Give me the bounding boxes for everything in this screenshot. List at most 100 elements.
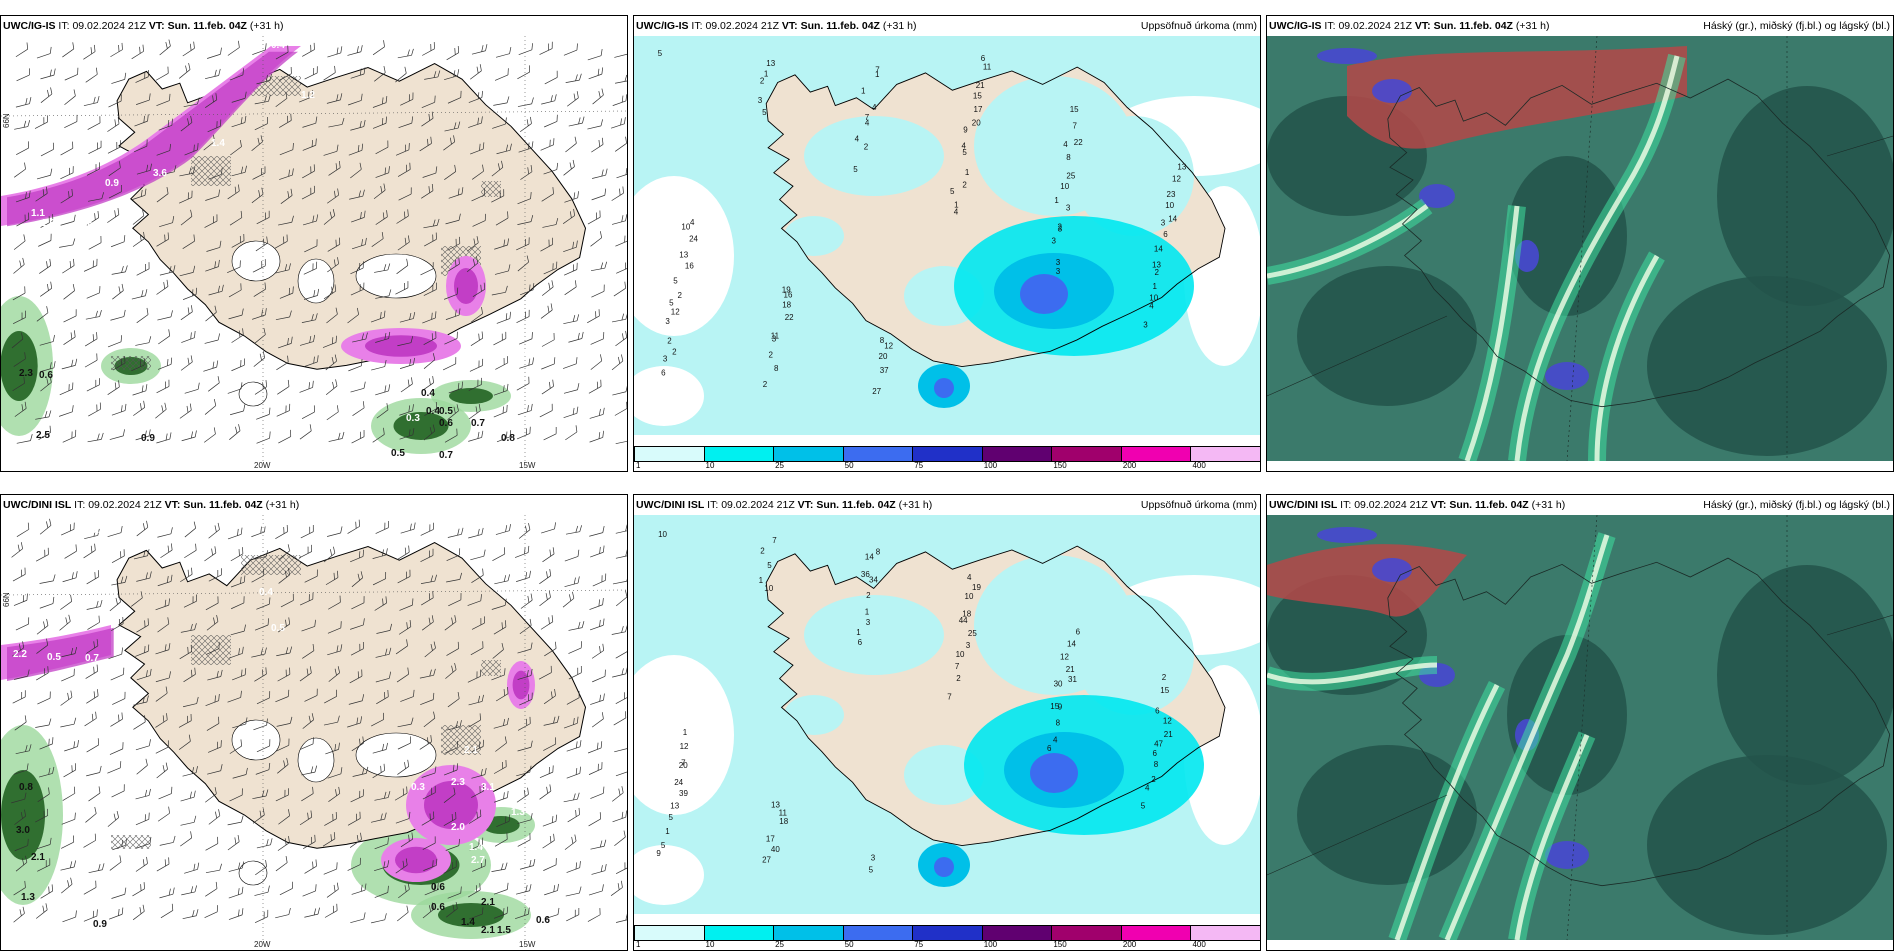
precip-amount-label: 21 — [1066, 665, 1075, 674]
precip-amount-label: 12 — [1163, 716, 1172, 725]
precip-amount-label: 7 — [955, 662, 960, 671]
precip-value-label: 1.4 — [466, 368, 480, 379]
precip-amount-label: 14 — [865, 552, 874, 561]
precip-value-label: 3.1 — [481, 782, 495, 793]
precip-amount-label: 24 — [689, 235, 698, 244]
model-name: UWC/DINI ISL — [3, 499, 71, 511]
colorbar-label: 200 — [1123, 940, 1136, 950]
lead-time: (+31 h) — [899, 499, 933, 511]
vt-label: VT: — [1415, 20, 1431, 32]
precip-area — [804, 595, 944, 675]
precip-amount-label: 2 — [1058, 223, 1063, 232]
precip-amount-label: 1 — [1054, 196, 1059, 205]
precip-amount-label: 1 — [764, 70, 769, 79]
init-time: 09.02.2024 21Z — [1354, 499, 1428, 511]
precip-amount-label: 2 — [667, 337, 672, 346]
colorbar-swatch — [1051, 925, 1122, 941]
lead-time: (+31 h) — [1516, 20, 1550, 32]
precip-amount-label: 3 — [758, 96, 763, 105]
precip-amount-label: 22 — [1074, 138, 1083, 147]
precip-map-svg: 5554336321343245310214231213712232453131… — [634, 36, 1260, 461]
colorbar-swatch — [1051, 446, 1122, 462]
vt-label: VT: — [782, 20, 798, 32]
precip-value-label: 0.5 — [439, 406, 453, 417]
precip-amount-label: 1 — [954, 200, 959, 209]
precip-amount-label: 5 — [853, 165, 858, 174]
precip-value-label: 0.7 — [471, 418, 485, 429]
lake — [298, 738, 334, 782]
precip-amount-label: 4 — [1063, 140, 1068, 149]
mid-cloud — [1372, 558, 1412, 582]
precip-value-label: 1.4 — [211, 138, 225, 149]
precip-amount-label: 5 — [762, 108, 767, 117]
precip-amount-label: 3 — [1066, 203, 1071, 212]
precip-value-label: 1.6 — [41, 218, 55, 229]
precip-amount-label: 7 — [875, 65, 880, 74]
it-label: IT: — [691, 20, 702, 32]
valid-time: Sun. 11.feb. 04Z — [183, 499, 262, 511]
colorbar-label: 25 — [775, 940, 784, 950]
precip-amount-label: 3 — [966, 641, 971, 650]
colorbar-swatch — [843, 446, 914, 462]
precip-area — [454, 268, 478, 304]
precip-amount-label: 1 — [665, 827, 670, 836]
precip-amount-label: 2 — [864, 143, 869, 152]
precip-amount-label: 18 — [782, 301, 791, 310]
init-time: 09.02.2024 21Z — [1338, 20, 1412, 32]
colorbar-swatch — [982, 925, 1053, 941]
precip-amount-label: 3 — [1161, 219, 1166, 228]
precip-map-panel: UWC/IG-IS IT: 09.02.2024 21Z VT: Sun. 11… — [633, 15, 1261, 472]
map-canvas[interactable] — [1267, 515, 1893, 940]
precip-amount-label: 5 — [673, 276, 678, 285]
precip-amount-label: 12 — [884, 342, 893, 351]
longitude-axis-label: 20W — [254, 461, 270, 470]
precip-amount-label: 1 — [965, 168, 970, 177]
precip-amount-label: 6 — [1155, 707, 1160, 716]
precip-amount-label: 8 — [1056, 718, 1061, 727]
colorbar-label: 200 — [1123, 461, 1136, 471]
colorbar-swatch — [912, 925, 983, 941]
precip-amount-label: 2 — [962, 180, 967, 189]
latitude-axis-label: 66N — [2, 592, 11, 607]
precip-value-label: 0.9 — [93, 919, 107, 930]
precip-amount-label: 3 — [871, 854, 876, 863]
precip-value-label: 2.5 — [36, 430, 50, 441]
precip-amount-label: 4 — [872, 103, 877, 112]
precip-amount-label: 2 — [1151, 775, 1156, 784]
lake — [356, 733, 436, 777]
colorbar-label: 400 — [1192, 940, 1205, 950]
precip-amount-label: 14 — [1067, 640, 1076, 649]
precip-amount-label: 37 — [880, 366, 889, 375]
precip-amount-label: 2 — [763, 380, 768, 389]
precip-amount-label: 4 — [690, 218, 695, 227]
precip-value-label: 3.0 — [16, 825, 30, 836]
precip-amount-label: 10 — [1060, 182, 1069, 191]
precip-value-label: 0.5 — [391, 448, 405, 459]
cloud-map-panel: UWC/DINI ISL IT: 09.02.2024 21Z VT: Sun.… — [1266, 494, 1894, 951]
precip-value-label: 0.6 — [79, 221, 93, 232]
precip-amount-label: 8 — [880, 336, 885, 345]
valid-time: Sun. 11.feb. 04Z — [801, 20, 880, 32]
precip-value-label: 1.1 — [31, 208, 45, 219]
precip-amount-label: 8 — [1154, 760, 1159, 769]
valid-time: Sun. 11.feb. 04Z — [1434, 20, 1513, 32]
precip-area — [513, 671, 530, 700]
precip-area — [784, 695, 844, 735]
precip-area — [365, 335, 437, 357]
vt-label: VT: — [798, 499, 814, 511]
precip-amount-label: 31 — [1068, 675, 1077, 684]
field-title: Uppsöfnuð úrkoma (mm) — [1141, 495, 1257, 515]
map-canvas[interactable] — [1267, 36, 1893, 461]
precip-amount-label: 1 — [861, 87, 866, 96]
precip-amount-label: 12 — [1172, 174, 1181, 183]
precip-amount-label: 2 — [1162, 673, 1167, 682]
colorbar-label: 10 — [706, 940, 715, 950]
it-label: IT: — [58, 20, 69, 32]
